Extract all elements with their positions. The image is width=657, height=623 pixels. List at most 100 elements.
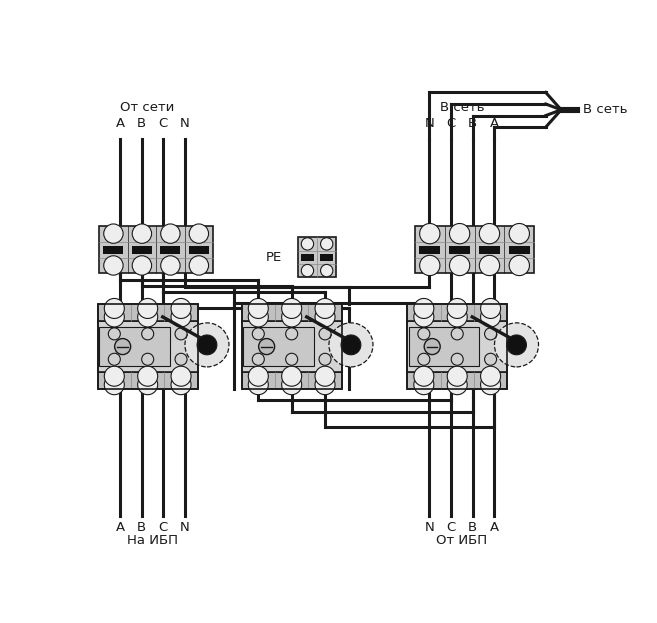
Circle shape	[507, 335, 526, 354]
Bar	[160, 245, 181, 254]
Circle shape	[171, 366, 191, 386]
Circle shape	[142, 328, 154, 340]
Circle shape	[315, 298, 335, 318]
Circle shape	[449, 224, 470, 244]
Bar	[132, 245, 152, 254]
Circle shape	[418, 353, 430, 365]
Circle shape	[138, 307, 158, 327]
Circle shape	[252, 353, 264, 365]
Circle shape	[108, 353, 120, 365]
Circle shape	[480, 298, 501, 318]
Circle shape	[248, 298, 268, 318]
Circle shape	[108, 328, 120, 340]
Circle shape	[315, 307, 335, 327]
Bar	[419, 245, 440, 254]
Circle shape	[161, 224, 180, 244]
Bar	[98, 372, 198, 389]
Circle shape	[321, 238, 333, 250]
Circle shape	[175, 328, 187, 340]
Bar	[479, 245, 500, 254]
Circle shape	[341, 335, 361, 354]
Circle shape	[282, 374, 302, 395]
Circle shape	[480, 366, 501, 386]
Text: N: N	[424, 117, 434, 130]
Circle shape	[114, 338, 131, 354]
Circle shape	[171, 307, 191, 327]
Bar	[415, 226, 534, 273]
Circle shape	[138, 298, 158, 318]
Circle shape	[414, 374, 434, 395]
Text: B: B	[137, 521, 146, 534]
Bar	[449, 245, 470, 254]
Circle shape	[282, 298, 302, 318]
Circle shape	[495, 323, 539, 367]
Bar	[301, 254, 314, 260]
Text: A: A	[489, 521, 499, 534]
Circle shape	[424, 338, 440, 354]
Circle shape	[171, 374, 191, 395]
Circle shape	[509, 255, 530, 275]
Text: На ИБП: На ИБП	[127, 534, 178, 547]
Circle shape	[420, 255, 440, 275]
Bar	[98, 304, 198, 321]
Text: От ИБП: От ИБП	[436, 534, 487, 547]
Circle shape	[447, 366, 467, 386]
Circle shape	[171, 298, 191, 318]
Circle shape	[449, 255, 470, 275]
Circle shape	[451, 353, 463, 365]
Bar	[189, 245, 209, 254]
Circle shape	[447, 307, 467, 327]
Circle shape	[414, 307, 434, 327]
Circle shape	[248, 374, 268, 395]
Text: N: N	[180, 521, 189, 534]
Circle shape	[138, 374, 158, 395]
Circle shape	[420, 224, 440, 244]
Bar	[242, 372, 342, 389]
Circle shape	[185, 323, 229, 367]
Circle shape	[132, 256, 152, 275]
Circle shape	[197, 335, 217, 354]
Text: В сеть: В сеть	[583, 103, 627, 117]
Text: C: C	[447, 521, 456, 534]
Bar	[242, 321, 342, 372]
Circle shape	[414, 298, 434, 318]
Circle shape	[104, 256, 123, 275]
Circle shape	[485, 353, 497, 365]
Circle shape	[132, 224, 152, 244]
Circle shape	[248, 366, 268, 386]
Circle shape	[315, 366, 335, 386]
Text: От сети: От сети	[120, 102, 175, 115]
Bar	[409, 327, 479, 366]
Circle shape	[161, 256, 180, 275]
Circle shape	[447, 298, 467, 318]
Circle shape	[286, 353, 298, 365]
Circle shape	[142, 353, 154, 365]
Bar	[407, 321, 507, 372]
Circle shape	[418, 328, 430, 340]
Circle shape	[414, 366, 434, 386]
Bar	[509, 245, 530, 254]
Circle shape	[329, 323, 373, 367]
Text: B: B	[468, 521, 477, 534]
Text: PE: PE	[266, 250, 283, 264]
Circle shape	[252, 328, 264, 340]
Text: B: B	[468, 117, 477, 130]
Circle shape	[480, 374, 501, 395]
Circle shape	[104, 374, 124, 395]
Bar	[242, 304, 342, 389]
Circle shape	[104, 307, 124, 327]
Bar	[99, 226, 213, 273]
Text: N: N	[180, 117, 189, 130]
Text: В сеть: В сеть	[440, 102, 484, 115]
Text: A: A	[116, 117, 125, 130]
Bar	[407, 304, 507, 389]
Circle shape	[104, 224, 123, 244]
Circle shape	[104, 298, 124, 318]
Text: A: A	[489, 117, 499, 130]
Bar	[298, 237, 336, 277]
Text: C: C	[447, 117, 456, 130]
Bar	[407, 304, 507, 321]
Circle shape	[480, 224, 499, 244]
Bar	[98, 321, 198, 372]
Bar	[242, 304, 342, 321]
